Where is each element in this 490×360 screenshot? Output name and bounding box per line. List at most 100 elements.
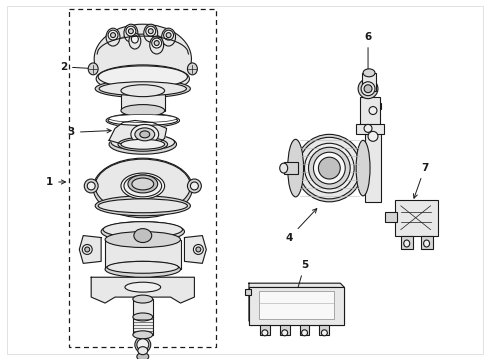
Bar xyxy=(133,299,153,317)
Bar xyxy=(420,235,433,249)
Text: 7: 7 xyxy=(414,163,428,198)
Ellipse shape xyxy=(85,247,90,252)
Ellipse shape xyxy=(105,261,180,277)
Ellipse shape xyxy=(262,330,268,336)
Ellipse shape xyxy=(129,33,141,49)
Ellipse shape xyxy=(106,28,120,46)
Ellipse shape xyxy=(111,134,174,150)
Bar xyxy=(365,103,377,132)
Bar xyxy=(361,103,381,109)
Ellipse shape xyxy=(128,175,158,193)
Ellipse shape xyxy=(121,139,165,149)
Ellipse shape xyxy=(99,82,187,96)
Bar xyxy=(249,287,344,325)
Bar xyxy=(133,317,153,335)
Ellipse shape xyxy=(107,261,178,273)
Ellipse shape xyxy=(404,240,410,247)
Ellipse shape xyxy=(121,105,165,117)
Bar xyxy=(105,239,180,269)
Ellipse shape xyxy=(164,30,173,40)
Ellipse shape xyxy=(364,125,372,132)
Ellipse shape xyxy=(424,240,430,247)
Ellipse shape xyxy=(188,179,201,193)
Ellipse shape xyxy=(126,26,136,36)
Bar xyxy=(395,200,439,235)
Ellipse shape xyxy=(288,139,303,197)
Bar xyxy=(360,96,380,132)
Ellipse shape xyxy=(121,85,165,96)
Ellipse shape xyxy=(98,199,188,213)
Ellipse shape xyxy=(282,330,288,336)
Bar xyxy=(259,291,334,319)
Ellipse shape xyxy=(133,331,153,339)
Ellipse shape xyxy=(134,229,152,243)
Ellipse shape xyxy=(111,33,116,37)
Ellipse shape xyxy=(133,313,153,321)
Text: 3: 3 xyxy=(68,127,111,138)
Ellipse shape xyxy=(137,339,149,351)
Polygon shape xyxy=(91,277,195,303)
Ellipse shape xyxy=(361,82,375,96)
Ellipse shape xyxy=(131,125,159,144)
Ellipse shape xyxy=(82,244,92,255)
Bar xyxy=(385,212,397,222)
Ellipse shape xyxy=(96,65,190,93)
Ellipse shape xyxy=(95,196,191,216)
Bar xyxy=(319,325,329,335)
Ellipse shape xyxy=(131,35,138,43)
Ellipse shape xyxy=(138,347,148,355)
Bar xyxy=(280,325,290,335)
Bar xyxy=(70,9,216,347)
Ellipse shape xyxy=(88,63,98,75)
Ellipse shape xyxy=(108,116,177,125)
Ellipse shape xyxy=(135,337,151,353)
Ellipse shape xyxy=(109,134,176,154)
Polygon shape xyxy=(184,235,206,264)
Ellipse shape xyxy=(124,24,138,42)
Ellipse shape xyxy=(309,147,350,189)
Ellipse shape xyxy=(295,134,363,202)
Ellipse shape xyxy=(194,244,203,255)
Ellipse shape xyxy=(363,69,375,77)
Ellipse shape xyxy=(162,28,175,46)
Ellipse shape xyxy=(133,295,153,303)
Ellipse shape xyxy=(95,80,191,98)
Ellipse shape xyxy=(98,66,188,88)
Ellipse shape xyxy=(132,178,154,190)
Ellipse shape xyxy=(101,222,184,242)
Ellipse shape xyxy=(368,131,378,141)
Ellipse shape xyxy=(87,182,95,190)
Ellipse shape xyxy=(301,330,308,336)
Ellipse shape xyxy=(154,41,159,46)
Ellipse shape xyxy=(124,175,162,197)
Bar xyxy=(245,289,251,295)
Text: 6: 6 xyxy=(365,32,372,75)
Ellipse shape xyxy=(108,30,118,40)
Ellipse shape xyxy=(364,85,372,93)
Ellipse shape xyxy=(121,173,165,199)
Ellipse shape xyxy=(103,222,182,238)
Bar xyxy=(249,287,344,325)
Text: 4: 4 xyxy=(286,208,317,243)
Ellipse shape xyxy=(318,157,340,179)
Ellipse shape xyxy=(94,24,192,94)
Ellipse shape xyxy=(140,131,150,138)
Ellipse shape xyxy=(118,137,168,151)
Polygon shape xyxy=(249,283,344,325)
Ellipse shape xyxy=(196,247,201,252)
Ellipse shape xyxy=(358,79,378,99)
Ellipse shape xyxy=(166,33,171,37)
Text: 5: 5 xyxy=(295,260,308,295)
Ellipse shape xyxy=(93,158,193,218)
Bar xyxy=(121,91,165,111)
Ellipse shape xyxy=(191,182,198,190)
Ellipse shape xyxy=(135,128,155,141)
Ellipse shape xyxy=(148,29,153,33)
Ellipse shape xyxy=(314,152,345,184)
Ellipse shape xyxy=(369,107,377,114)
Text: 1: 1 xyxy=(46,177,66,187)
Polygon shape xyxy=(97,36,189,81)
Ellipse shape xyxy=(125,282,161,292)
Polygon shape xyxy=(79,235,101,264)
Ellipse shape xyxy=(305,143,354,193)
